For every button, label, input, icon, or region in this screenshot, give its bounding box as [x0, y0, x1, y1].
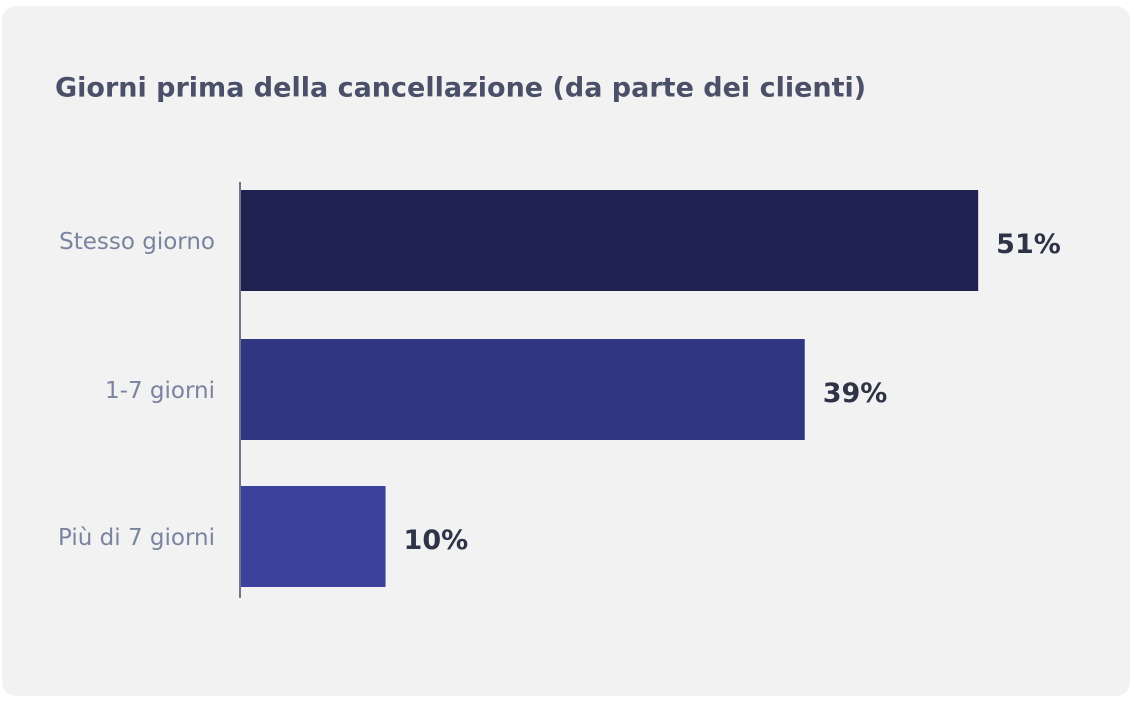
category-label: Più di 7 giorni [58, 525, 215, 551]
value-label: 10% [404, 525, 469, 556]
value-label: 39% [823, 378, 888, 409]
value-label: 51% [996, 229, 1061, 260]
category-label: Stesso giorno [59, 229, 215, 255]
bar [241, 486, 386, 587]
category-label: 1-7 giorni [105, 378, 215, 404]
bar [241, 190, 979, 291]
chart-title: Giorni prima della cancellazione (da par… [55, 73, 866, 104]
bar [241, 339, 805, 440]
